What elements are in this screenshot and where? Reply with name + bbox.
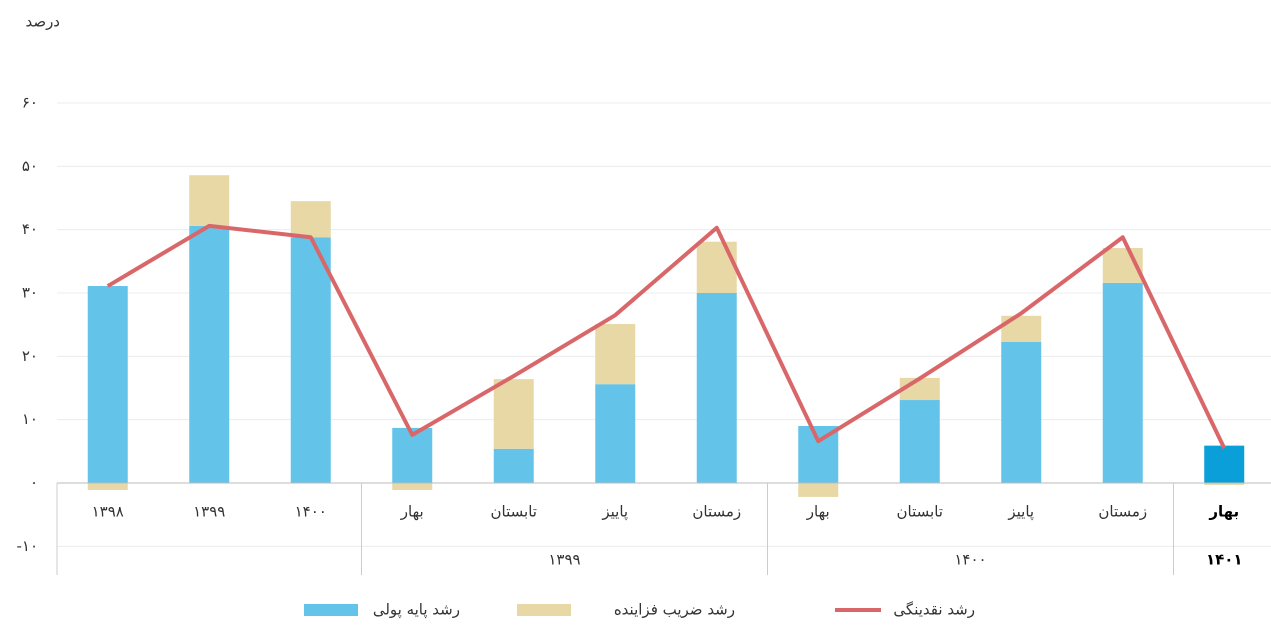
y-tick-label: ۳۰	[22, 284, 38, 302]
x-tick-label: زمستان	[692, 503, 741, 521]
bar-segment	[87, 483, 128, 490]
legend-label: رشد پایه پولی	[373, 601, 460, 620]
bar-segment	[696, 241, 737, 293]
bar-segment	[798, 426, 839, 483]
bar-segment	[1001, 341, 1042, 483]
bar-segment	[189, 225, 230, 483]
y-tick-label: -۱۰	[16, 537, 38, 555]
y-tick-label: ۰	[30, 474, 38, 492]
legend-swatch	[517, 604, 571, 616]
bar-segment	[189, 175, 230, 226]
y-axis-label: درصد	[25, 13, 60, 31]
bar-segment	[392, 427, 433, 483]
bar-segment	[1102, 282, 1143, 483]
bar-segment	[493, 379, 534, 449]
x-tick-label: زمستان	[1098, 503, 1147, 521]
x-tick-label: ۱۳۹۸	[92, 503, 124, 521]
legend-label: رشد ضریب فزاینده	[614, 601, 735, 619]
x-tick-label: تابستان	[491, 503, 537, 521]
x-tick-label: پاییز	[1007, 503, 1034, 522]
line-series	[106, 223, 1227, 450]
bar-segment	[290, 201, 331, 238]
group-label: ۱۴۰۰	[954, 551, 986, 569]
bar-segment	[1204, 483, 1245, 485]
x-tick-label: ۱۴۰۰	[295, 503, 327, 521]
y-tick-label: ۴۰	[22, 220, 38, 238]
x-tick-label: تابستان	[897, 503, 943, 521]
bar-segment	[290, 237, 331, 483]
bar-segment	[87, 286, 128, 483]
x-tick-label: ۱۳۹۹	[193, 503, 225, 521]
legend-swatch	[304, 604, 358, 616]
group-label: ۱۴۰۱	[1206, 551, 1243, 569]
bar-segment	[798, 483, 839, 497]
bar-segment	[392, 483, 433, 490]
legend-label: رشد نقدینگی	[893, 601, 975, 619]
bar-segment	[1001, 315, 1042, 342]
bar-segment	[899, 400, 940, 483]
bar-segment	[1204, 445, 1245, 483]
bar-segment	[595, 324, 636, 385]
x-tick-label: پاییز	[601, 503, 628, 522]
x-tick-label: بهار	[806, 503, 830, 521]
y-tick-label: ۱۰	[22, 410, 38, 428]
y-tick-label: ۵۰	[22, 157, 38, 175]
y-tick-label: ۲۰	[22, 347, 38, 365]
bar-segment	[493, 448, 534, 483]
group-label: ۱۳۹۹	[548, 551, 580, 569]
y-tick-label: ۶۰	[22, 94, 38, 112]
bar-segment	[696, 293, 737, 483]
x-tick-label: بهار	[400, 503, 424, 521]
bar-segment	[595, 384, 636, 483]
x-tick-label: بهار	[1208, 503, 1239, 521]
